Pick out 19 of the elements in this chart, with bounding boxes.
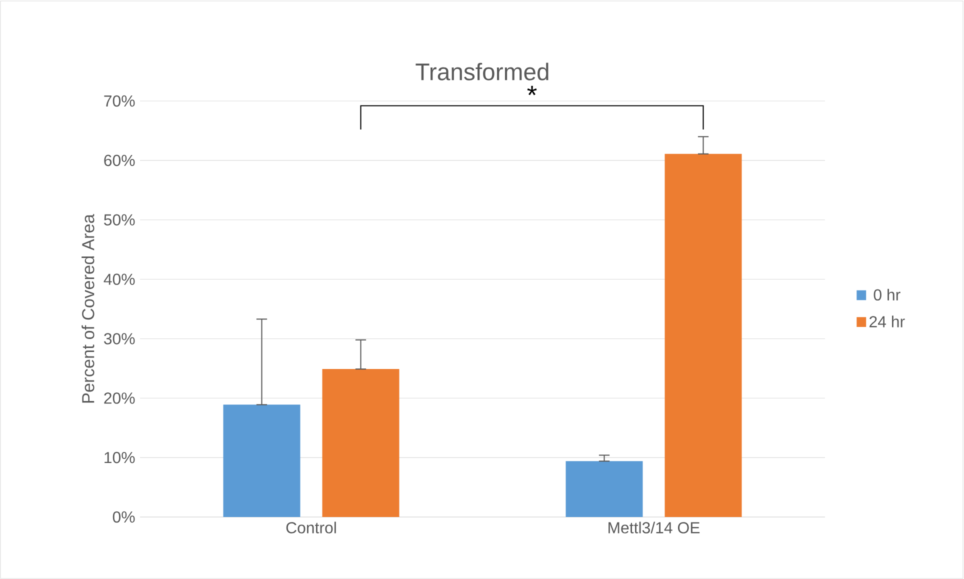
bar <box>223 404 300 517</box>
y-tick-label: 60% <box>104 154 135 166</box>
y-tick-label: 40% <box>104 274 135 285</box>
bar <box>664 154 742 517</box>
y-axis-title: Percent of Covered Area <box>82 214 94 403</box>
y-tick-label: 10% <box>104 452 135 464</box>
legend-label: 0 hr <box>874 288 900 301</box>
y-tick-label: 50% <box>104 214 135 226</box>
legend-label: 24 hr <box>870 316 905 328</box>
x-tick-label: Control <box>286 522 336 534</box>
bar <box>566 461 643 517</box>
y-tick-label: 0% <box>112 511 135 523</box>
x-tick-label: Mettl3/14 OE <box>608 522 700 534</box>
y-tick-label: 20% <box>104 392 135 404</box>
y-tick-label: 70% <box>104 95 135 107</box>
text: * <box>527 86 537 96</box>
chart-title: Transformed <box>416 62 548 80</box>
y-tick-label: 30% <box>104 333 135 344</box>
bar <box>322 369 400 517</box>
